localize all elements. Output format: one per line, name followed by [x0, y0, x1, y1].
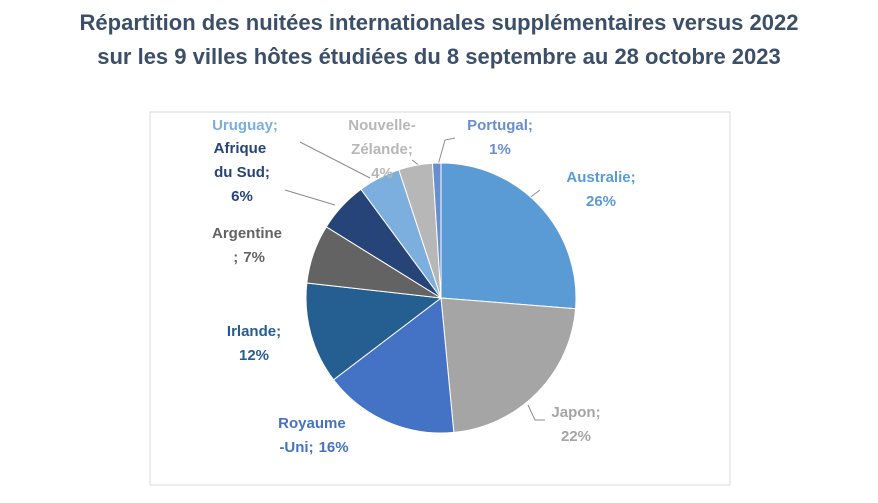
value-label: 26% — [586, 193, 616, 210]
slice-label: Royaume -Uni; — [278, 415, 350, 456]
pie-slice — [431, 162, 442, 299]
pie-slice — [440, 162, 577, 310]
label-line: Nouvelle- — [348, 117, 416, 134]
value-label: 4% — [371, 165, 393, 182]
label-line: du Sud; — [214, 164, 270, 181]
label-line: Royaume — [278, 415, 350, 432]
leader-line — [299, 141, 371, 179]
value-label: 7% — [243, 249, 265, 266]
slice-label: Japon; — [551, 404, 600, 421]
leader-line — [437, 137, 456, 166]
leader-line — [527, 404, 545, 421]
value-label: 16% — [319, 439, 349, 456]
slice-label: Afrique du Sud; — [214, 140, 271, 181]
value-label: 1% — [489, 141, 511, 158]
label-line: -Uni; — [279, 439, 313, 456]
label-line: ; — [229, 249, 238, 266]
slice-label: Irlande; — [227, 323, 281, 340]
value-label: 12% — [239, 347, 269, 364]
slice-label: Uruguay; — [212, 117, 278, 134]
label-line: Irlande; — [227, 323, 281, 340]
leader-line — [284, 189, 336, 206]
slice-label: Argentine ; — [212, 225, 282, 266]
label-line: Argentine — [212, 225, 282, 242]
value-label: 6% — [231, 188, 253, 205]
label-line: Portugal; — [467, 117, 533, 134]
label-line: Uruguay; — [212, 117, 278, 134]
chart-title: Répartition des nuitées internationales … — [80, 10, 799, 35]
slice-label: Portugal; — [467, 117, 533, 134]
slice-label: Australie; — [566, 169, 635, 186]
chart-title: sur les 9 villes hôtes étudiées du 8 sep… — [97, 44, 781, 69]
pie-slice — [305, 282, 443, 381]
label-line: Afrique — [214, 140, 271, 157]
pie-slice — [440, 297, 577, 433]
label-line: Zélande; — [351, 141, 413, 158]
label-line: Australie; — [566, 169, 635, 186]
pie-slice — [332, 297, 455, 434]
slice-label: Nouvelle- Zélande; — [348, 117, 416, 158]
label-line: Japon; — [551, 404, 600, 421]
value-label: 22% — [561, 428, 591, 445]
